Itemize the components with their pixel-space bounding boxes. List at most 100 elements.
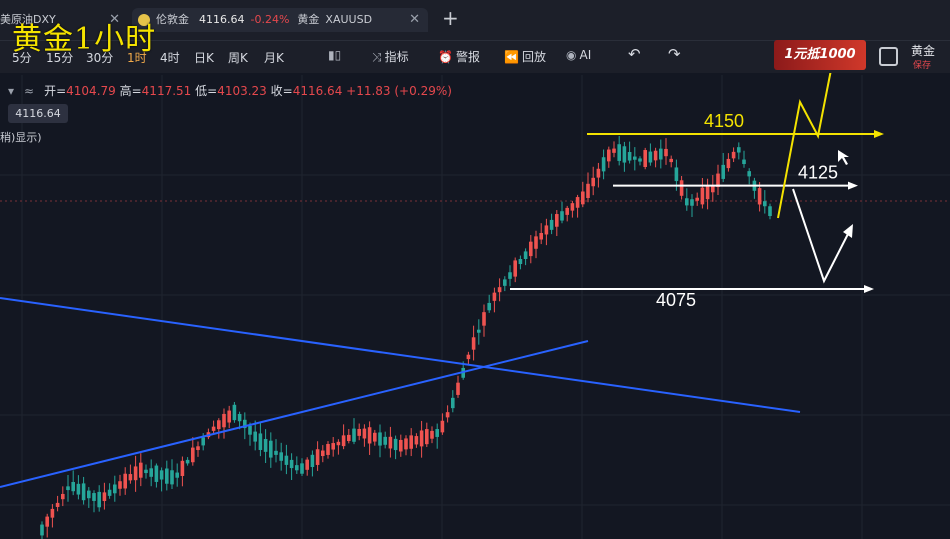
- candle: [643, 150, 647, 168]
- candle: [97, 491, 101, 508]
- timeframe-day[interactable]: 日K: [194, 51, 214, 65]
- candle: [612, 148, 616, 153]
- candle: [326, 443, 330, 455]
- promo-banner[interactable]: 1元抵1000: [774, 40, 866, 70]
- candle: [440, 420, 445, 433]
- high-value: 4117.51: [141, 84, 192, 98]
- layout-icon[interactable]: [879, 47, 898, 66]
- wave-icon: ≈: [24, 84, 35, 98]
- candle: [471, 337, 476, 350]
- candle: [633, 156, 637, 160]
- candle: [529, 241, 533, 257]
- candle: [627, 152, 632, 161]
- timeframe-5m[interactable]: 5分: [12, 51, 32, 65]
- candle: [87, 490, 91, 499]
- alert-button[interactable]: ⏰ 警报: [438, 50, 480, 64]
- candle: [383, 436, 387, 445]
- arrowhead: [874, 130, 884, 138]
- save-link[interactable]: 保存: [913, 61, 932, 71]
- candle: [258, 433, 263, 450]
- candle: [201, 437, 205, 446]
- timeframe-week[interactable]: 周K: [228, 51, 248, 65]
- candle: [217, 420, 221, 430]
- candle: [315, 449, 320, 465]
- candle: [253, 431, 257, 442]
- candle: [331, 443, 335, 450]
- level-label: 4150: [704, 111, 744, 131]
- candle: [113, 484, 117, 494]
- indicator-button[interactable]: ⤨ 指标: [372, 50, 409, 64]
- candle: [243, 419, 247, 429]
- candle: [269, 440, 273, 458]
- candle: [237, 413, 242, 422]
- price-tag: 4116.64: [8, 104, 68, 123]
- candle: [66, 486, 70, 491]
- ai-button[interactable]: ◉ AI: [566, 48, 592, 62]
- candle: [679, 180, 684, 196]
- candle: [414, 436, 419, 445]
- candle: [61, 493, 65, 500]
- trendlines: [0, 297, 801, 488]
- candle: [40, 524, 44, 536]
- tab-london-gold[interactable]: 伦敦金 4116.64 -0.24% 黄金 XAUUSD ✕: [132, 8, 428, 32]
- candle: [248, 425, 252, 435]
- candle: [310, 454, 315, 468]
- candle: [128, 474, 133, 481]
- add-tab-icon[interactable]: +: [442, 6, 459, 30]
- candle-type-button[interactable]: ▮▯: [328, 48, 344, 62]
- tab-crude-dxy[interactable]: 美原油DXY ✕: [0, 8, 128, 32]
- ohlc-readout: ▾ ≈ 开=4104.79 高=4117.51 低=4103.23 收=4116.6…: [8, 84, 452, 98]
- candle: [352, 428, 356, 442]
- candle: [544, 225, 549, 235]
- candle: [617, 144, 621, 161]
- candle: [565, 207, 569, 215]
- replay-button[interactable]: ⏪ 回放: [504, 50, 546, 64]
- tab-name: 黄金: [297, 13, 320, 26]
- open-value: 4104.79: [66, 84, 116, 98]
- candle: [295, 465, 299, 471]
- candle: [523, 251, 528, 259]
- candle: [570, 203, 575, 211]
- candle: [232, 404, 237, 421]
- timeframe-1h[interactable]: 1时: [127, 51, 147, 65]
- annotations: 4150 4125 4075: [510, 16, 884, 310]
- tab-price: 4116.64: [199, 13, 245, 26]
- candle: [518, 259, 523, 265]
- candle: [55, 502, 60, 507]
- candle: [669, 158, 673, 163]
- candle: [586, 183, 590, 198]
- collapse-icon[interactable]: ▾: [8, 84, 15, 98]
- tab-label: 伦敦金: [156, 13, 189, 26]
- redo-icon[interactable]: ↷: [668, 45, 681, 63]
- candle: [409, 435, 413, 449]
- timeframe-15m[interactable]: 15分: [46, 51, 74, 65]
- candle: [180, 460, 185, 476]
- arrowhead: [843, 224, 853, 238]
- tab-bar: 美原油DXY ✕ 伦敦金 4116.64 -0.24% 黄金 XAUUSD ✕ +: [0, 0, 950, 40]
- tab-symbol: XAUUSD: [325, 13, 373, 26]
- candle: [508, 272, 512, 279]
- candle: [737, 147, 741, 153]
- candle: [513, 260, 517, 277]
- candle: [555, 214, 559, 227]
- undo-icon[interactable]: ↶: [628, 45, 641, 63]
- indicator-visibility-note: 稍)显示): [0, 131, 42, 144]
- close-icon[interactable]: ✕: [109, 12, 120, 27]
- timeframe-month[interactable]: 月K: [264, 51, 284, 65]
- close-icon[interactable]: ✕: [409, 12, 420, 27]
- candle: [289, 459, 294, 469]
- candle: [419, 430, 424, 447]
- level-label: 4125: [798, 163, 838, 183]
- timeframe-4h[interactable]: 4时: [160, 51, 180, 65]
- candle: [196, 446, 200, 451]
- candle: [549, 219, 554, 230]
- overlay-title: 黄金1小时: [12, 22, 157, 57]
- candlestick-icon: ▮▯: [328, 48, 342, 62]
- candle: [341, 435, 346, 447]
- timeframe-30m[interactable]: 30分: [86, 51, 114, 65]
- trendline-ascending: [0, 340, 589, 488]
- candle: [482, 312, 486, 326]
- candle: [393, 438, 398, 451]
- candle: [154, 465, 159, 482]
